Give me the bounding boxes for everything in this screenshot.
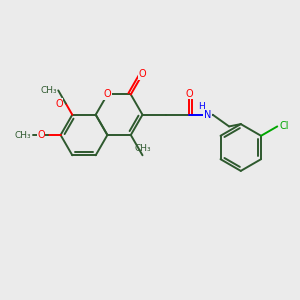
Text: CH₃: CH₃ [134,144,151,153]
Text: O: O [103,89,111,100]
Text: Cl: Cl [280,122,289,131]
Text: H: H [198,101,204,110]
Text: O: O [37,130,45,140]
Text: CH₃: CH₃ [14,130,31,140]
Text: O: O [185,89,193,99]
Text: N: N [204,110,211,120]
Text: CH₃: CH₃ [40,86,57,95]
Text: O: O [139,69,146,79]
Text: O: O [55,99,63,109]
